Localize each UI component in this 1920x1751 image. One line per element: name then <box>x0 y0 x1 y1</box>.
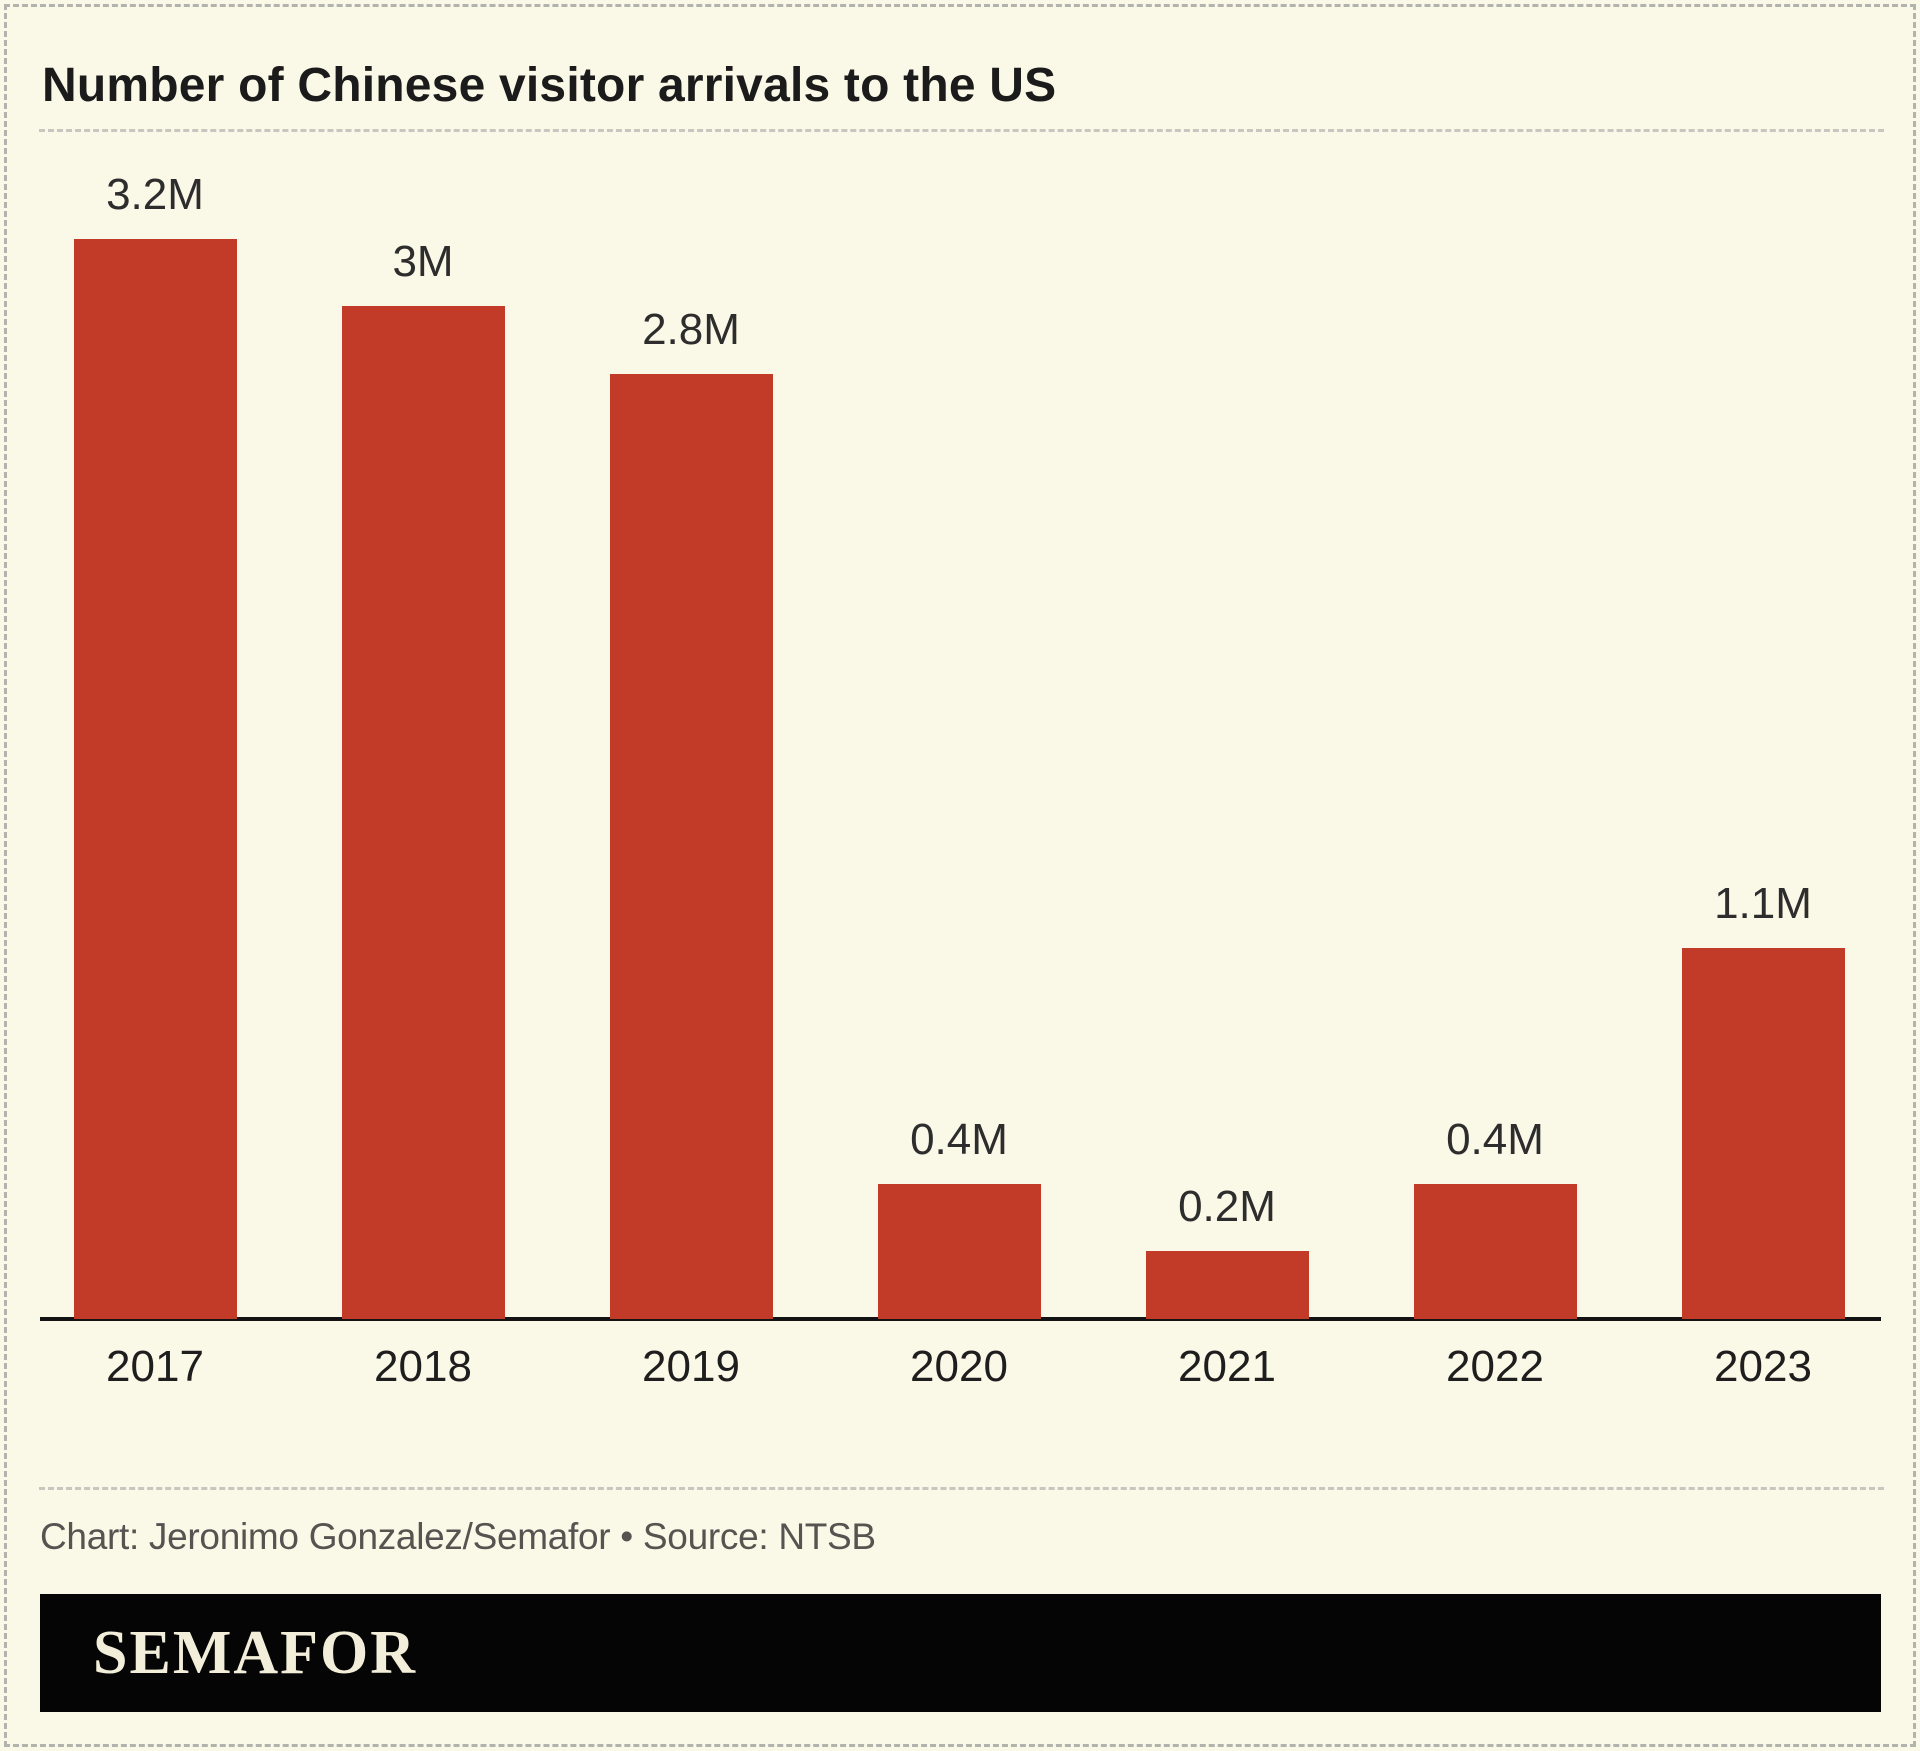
chart-credit-source: Chart: Jeronimo Gonzalez/Semafor • Sourc… <box>40 1516 876 1557</box>
x-axis-label-2018: 2018 <box>374 1342 472 1391</box>
semafor-logo: SEMAFOR <box>93 1618 417 1687</box>
separator-above-credit <box>39 1487 1884 1490</box>
bar-2019 <box>609 374 773 1319</box>
bar-value-label-2021: 0.2M <box>1178 1182 1276 1231</box>
bar-value-label-2022: 0.4M <box>1446 1115 1544 1164</box>
semafor-logo-bar: SEMAFOR <box>40 1594 1881 1712</box>
bar-2017 <box>73 239 237 1319</box>
x-axis-tick-labels: 2017 2018 2019 2020 2021 2022 2023 <box>40 1342 1881 1403</box>
bar-value-label-2023: 1.1M <box>1714 879 1812 928</box>
bar-value-label-2019: 2.8M <box>642 305 740 354</box>
bar-2021 <box>1145 1251 1309 1319</box>
x-axis-label-2022: 2022 <box>1446 1342 1544 1391</box>
bar-2018 <box>341 306 505 1319</box>
bar-chart-plot-area: 3.2M 3M 2.8M 0.4M 0.2M 0.4M 1.1M <box>40 150 1881 1321</box>
x-axis-label-2019: 2019 <box>642 1342 740 1391</box>
x-axis-label-2017: 2017 <box>106 1342 204 1391</box>
x-axis-label-2021: 2021 <box>1178 1342 1276 1391</box>
x-axis-line <box>40 1317 1881 1321</box>
chart-title: Number of Chinese visitor arrivals to th… <box>42 59 1057 113</box>
bar-2020 <box>877 1184 1041 1319</box>
x-axis-label-2023: 2023 <box>1714 1342 1812 1391</box>
bar-2023 <box>1681 948 1845 1319</box>
separator-below-title <box>39 129 1884 132</box>
bar-value-label-2017: 3.2M <box>106 170 204 219</box>
x-axis-label-2020: 2020 <box>910 1342 1008 1391</box>
bar-value-label-2020: 0.4M <box>910 1115 1008 1164</box>
bar-value-label-2018: 3M <box>392 237 454 286</box>
bar-2022 <box>1413 1184 1577 1319</box>
